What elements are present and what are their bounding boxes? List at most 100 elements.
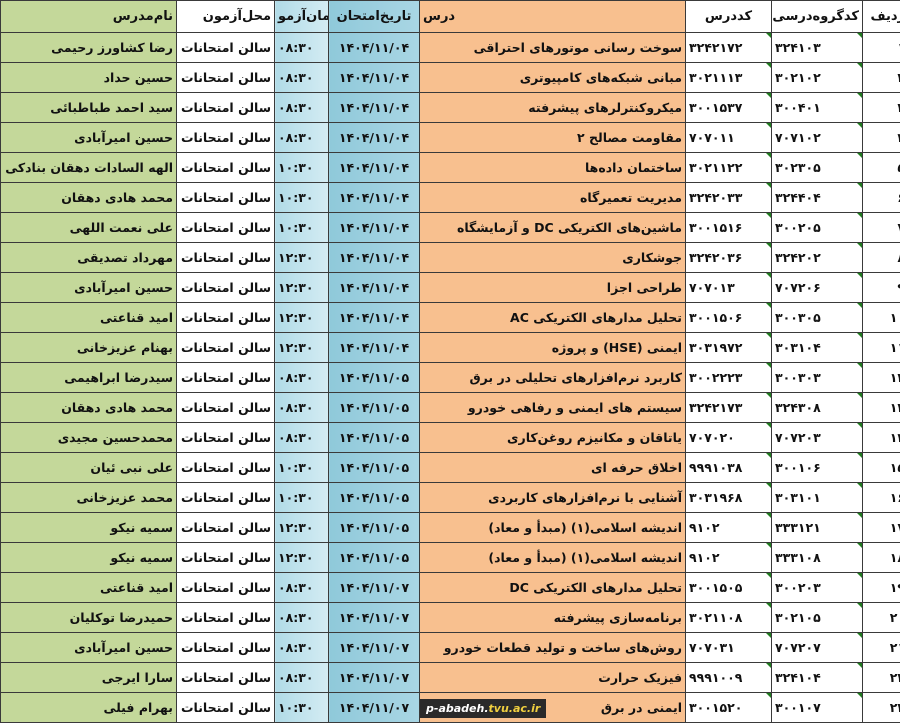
group-code-cell: ۳۰۲۳۰۵	[771, 152, 863, 183]
row-number-cell: ۳	[862, 92, 900, 123]
exam-place-cell: سالن امتحانات	[176, 272, 275, 303]
group-code-cell: ۳۰۳۱۰۴	[771, 332, 863, 363]
group-code-cell: ۳۰۰۱۰۶	[771, 452, 863, 483]
exam-place-cell: سالن امتحانات	[176, 692, 275, 723]
teacher-name-cell: بهنام عزیزخانی	[0, 332, 177, 363]
exam-time-cell: ۱۰:۳۰	[274, 692, 329, 723]
group-code-cell: ۳۰۰۲۰۵	[771, 212, 863, 243]
table-row: ۳۳۰۰۴۰۱۳۰۰۱۵۳۷میکروکنترلرهای پیشرفته۱۴۰۴…	[0, 92, 900, 123]
header-course: درس	[419, 0, 686, 33]
teacher-name-cell: حسین امیرآبادی	[0, 272, 177, 303]
row-number-cell: ۱۰	[862, 302, 900, 333]
exam-date-cell: ۱۴۰۴/۱۱/۰۵	[328, 392, 420, 423]
exam-date-cell: ۱۴۰۴/۱۱/۰۵	[328, 452, 420, 483]
exam-date-cell: ۱۴۰۴/۱۱/۰۵	[328, 362, 420, 393]
course-name-cell: طراحی اجزا	[419, 272, 686, 303]
course-name-cell: مبانی شبکه‌های کامپیوتری	[419, 62, 686, 93]
table-row: ۱۹۳۰۰۲۰۳۳۰۰۱۵۰۵تحلیل مدارهای الکتریکی DC…	[0, 572, 900, 603]
row-number-cell: ۱۴	[862, 422, 900, 453]
table-row: ۲۰۳۰۲۱۰۵۳۰۲۱۱۰۸برنامه‌سازی پیشرفته۱۴۰۴/۱…	[0, 602, 900, 633]
course-name-cell: تحلیل مدارهای الکتریکی AC	[419, 302, 686, 333]
exam-date-cell: ۱۴۰۴/۱۱/۰۴	[328, 242, 420, 273]
exam-place-cell: سالن امتحانات	[176, 212, 275, 243]
exam-date-cell: ۱۴۰۴/۱۱/۰۵	[328, 482, 420, 513]
course-code-cell: ۳۰۰۱۵۰۶	[685, 302, 772, 333]
row-number-cell: ۶	[862, 182, 900, 213]
group-code-cell: ۳۲۴۱۰۴	[771, 662, 863, 693]
teacher-name-cell: سمیه نیکو	[0, 542, 177, 573]
header-teacher: نام‌مدرس	[0, 0, 177, 33]
table-row: ۱۲۳۰۰۳۰۳۳۰۰۲۲۲۳کاربرد نرم‌افزارهای تحلیل…	[0, 362, 900, 393]
course-name-cell: سوخت رسانی موتورهای احتراقی	[419, 32, 686, 63]
group-code-cell: ۳۰۰۳۰۳	[771, 362, 863, 393]
course-code-cell: ۳۲۴۲۰۳۳	[685, 182, 772, 213]
teacher-name-cell: سمیه نیکو	[0, 512, 177, 543]
course-code-cell: ۳۰۰۱۵۲۰	[685, 692, 772, 723]
exam-place-cell: سالن امتحانات	[176, 242, 275, 273]
teacher-name-cell: حسین امیرآبادی	[0, 122, 177, 153]
watermark-prefix: p-abadeh.	[426, 702, 489, 715]
group-code-cell: ۳۰۲۱۰۵	[771, 602, 863, 633]
exam-time-cell: ۰۸:۳۰	[274, 422, 329, 453]
teacher-name-cell: سارا ایرجی	[0, 662, 177, 693]
course-code-cell: ۳۲۴۲۱۷۲	[685, 32, 772, 63]
table-row: ۱۰۳۰۰۳۰۵۳۰۰۱۵۰۶تحلیل مدارهای الکتریکی AC…	[0, 302, 900, 333]
course-name-cell: کاربرد نرم‌افزارهای تحلیلی در برق	[419, 362, 686, 393]
row-number-cell: ۵	[862, 152, 900, 183]
exam-place-cell: سالن امتحانات	[176, 332, 275, 363]
teacher-name-cell: حسین حداد	[0, 62, 177, 93]
exam-date-cell: ۱۴۰۴/۱۱/۰۵	[328, 422, 420, 453]
exam-date-cell: ۱۴۰۴/۱۱/۰۵	[328, 512, 420, 543]
exam-place-cell: سالن امتحانات	[176, 302, 275, 333]
row-number-cell: ۲۲	[862, 662, 900, 693]
course-name-cell: فیزیک حرارت	[419, 662, 686, 693]
row-number-cell: ۲۳	[862, 692, 900, 723]
row-number-cell: ۲۰	[862, 602, 900, 633]
exam-time-cell: ۰۸:۳۰	[274, 62, 329, 93]
exam-time-cell: ۰۸:۳۰	[274, 392, 329, 423]
row-number-cell: ۱۸	[862, 542, 900, 573]
exam-date-cell: ۱۴۰۴/۱۱/۰۷	[328, 602, 420, 633]
exam-place-cell: سالن امتحانات	[176, 512, 275, 543]
header-exam-date: تاریخ‌امتحان	[328, 0, 420, 33]
exam-place-cell: سالن امتحانات	[176, 32, 275, 63]
course-code-cell: ۳۰۲۱۱۲۲	[685, 152, 772, 183]
header-course-code: کددرس	[685, 0, 772, 33]
course-code-cell: ۷۰۷۰۳۱	[685, 632, 772, 663]
exam-time-cell: ۱۰:۳۰	[274, 212, 329, 243]
header-exam-place: محل‌آزمون	[176, 0, 275, 33]
group-code-cell: ۷۰۷۲۰۶	[771, 272, 863, 303]
course-code-cell: ۹۱۰۲	[685, 542, 772, 573]
group-code-cell: ۳۲۴۴۰۴	[771, 182, 863, 213]
row-number-cell: ۱۳	[862, 392, 900, 423]
teacher-name-cell: رضا کشاورز رحیمی	[0, 32, 177, 63]
course-code-cell: ۳۰۲۱۱۰۸	[685, 602, 772, 633]
exam-date-cell: ۱۴۰۴/۱۱/۰۴	[328, 272, 420, 303]
exam-time-cell: ۱۲:۳۰	[274, 332, 329, 363]
row-number-cell: ۱۵	[862, 452, 900, 483]
group-code-cell: ۳۰۲۱۰۲	[771, 62, 863, 93]
course-name-cell: روش‌های ساخت و تولید قطعات خودرو	[419, 632, 686, 663]
row-number-cell: ۱۱	[862, 332, 900, 363]
exam-date-cell: ۱۴۰۴/۱۱/۰۴	[328, 32, 420, 63]
teacher-name-cell: مهرداد تصدیقی	[0, 242, 177, 273]
group-code-cell: ۳۰۳۱۰۱	[771, 482, 863, 513]
teacher-name-cell: حسین امیرآبادی	[0, 632, 177, 663]
exam-place-cell: سالن امتحانات	[176, 572, 275, 603]
exam-place-cell: سالن امتحانات	[176, 122, 275, 153]
exam-time-cell: ۱۰:۳۰	[274, 452, 329, 483]
course-code-cell: ۹۹۹۱۰۰۹	[685, 662, 772, 693]
group-code-cell: ۷۰۷۱۰۲	[771, 122, 863, 153]
exam-place-cell: سالن امتحانات	[176, 152, 275, 183]
exam-time-cell: ۰۸:۳۰	[274, 662, 329, 693]
course-code-cell: ۳۰۰۱۵۱۶	[685, 212, 772, 243]
exam-date-cell: ۱۴۰۴/۱۱/۰۷	[328, 662, 420, 693]
course-code-cell: ۳۰۲۱۱۱۳	[685, 62, 772, 93]
exam-place-cell: سالن امتحانات	[176, 542, 275, 573]
exam-time-cell: ۱۲:۳۰	[274, 302, 329, 333]
exam-date-cell: ۱۴۰۴/۱۱/۰۴	[328, 92, 420, 123]
header-row-number: ردیف	[862, 0, 900, 33]
exam-place-cell: سالن امتحانات	[176, 422, 275, 453]
course-name-cell: برنامه‌سازی پیشرفته	[419, 602, 686, 633]
exam-date-cell: ۱۴۰۴/۱۱/۰۴	[328, 182, 420, 213]
